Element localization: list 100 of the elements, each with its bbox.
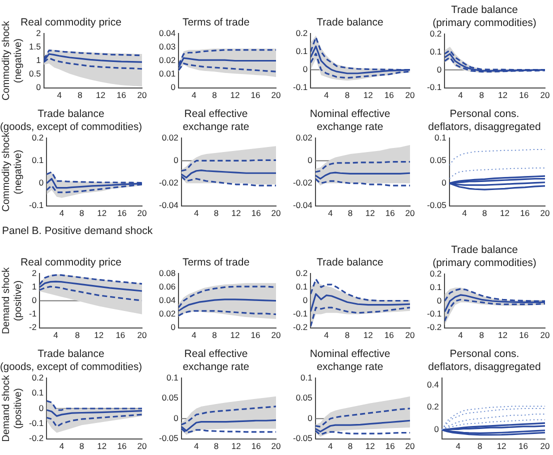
y-tick-label: 0 bbox=[302, 64, 308, 74]
x-tick-label: 12 bbox=[94, 330, 104, 340]
x-tick-label: 20 bbox=[405, 208, 415, 218]
y-tick-label: -0.1 bbox=[292, 82, 308, 92]
x-tick-label: 8 bbox=[78, 90, 83, 100]
y-tick-label: 0.02 bbox=[158, 308, 176, 319]
chart-title: Real effective exchange rate bbox=[182, 108, 250, 133]
x-tick-label: 20 bbox=[540, 330, 550, 340]
y-tick-label: 0 bbox=[174, 412, 179, 423]
x-tick-label: 16 bbox=[385, 208, 396, 218]
y-tick-label: 0.2 bbox=[430, 28, 442, 39]
y-tick-label: 0.01 bbox=[158, 68, 176, 79]
y-tick-label: 0.02 bbox=[158, 55, 176, 66]
y-tick-label: -0.2 bbox=[292, 322, 308, 332]
x-tick-label: 16 bbox=[250, 90, 260, 100]
y-tick-label: -0.02 bbox=[293, 178, 313, 188]
x-tick-label: 8 bbox=[479, 90, 484, 100]
y-tick-label: 0 bbox=[434, 424, 440, 434]
y-tick-label: 0.2 bbox=[430, 268, 442, 279]
x-tick-label: 16 bbox=[384, 90, 394, 100]
y-tick-label: 0.02 bbox=[296, 132, 313, 143]
x-tick-label: 8 bbox=[482, 208, 488, 218]
x-tick-label: 4 bbox=[458, 90, 464, 100]
chart-title: Trade balance bbox=[316, 16, 384, 28]
y-tick-label: 0.1 bbox=[296, 46, 308, 56]
x-tick-label: 16 bbox=[385, 441, 396, 452]
x-tick-label: 12 bbox=[498, 90, 508, 100]
x-tick-label: 12 bbox=[230, 90, 240, 100]
y-axis-title: Commodity shock (negative) bbox=[0, 131, 24, 212]
y-tick-label: 0.5 bbox=[28, 68, 42, 79]
x-tick-label: 16 bbox=[250, 330, 260, 340]
x-tick-label: 8 bbox=[212, 90, 218, 100]
y-tick-label: 2 bbox=[36, 28, 42, 38]
x-tick-label: 8 bbox=[79, 441, 84, 452]
chart-title: Terms of trade bbox=[182, 16, 250, 28]
y-tick-label: 0.1 bbox=[32, 155, 44, 166]
x-tick-label: 16 bbox=[116, 90, 126, 100]
x-tick-label: 20 bbox=[271, 90, 281, 100]
x-tick-label: 12 bbox=[496, 441, 507, 452]
x-tick-label: 20 bbox=[405, 330, 415, 340]
x-tick-label: 20 bbox=[540, 208, 550, 218]
x-tick-label: 4 bbox=[56, 90, 62, 100]
x-tick-label: 8 bbox=[348, 208, 353, 218]
y-tick-label: -0.05 bbox=[427, 200, 447, 210]
chart-title: Terms of trade bbox=[182, 256, 250, 268]
x-tick-label: 12 bbox=[363, 330, 374, 340]
x-tick-label: 4 bbox=[59, 441, 64, 452]
x-tick-label: 4 bbox=[456, 441, 461, 452]
y-tick-label: 0.1 bbox=[32, 388, 44, 398]
x-tick-label: 12 bbox=[96, 90, 106, 100]
y-tick-label: 0.2 bbox=[296, 268, 308, 278]
x-tick-label: 12 bbox=[365, 208, 376, 218]
x-tick-label: 4 bbox=[192, 330, 197, 340]
x-tick-label: 12 bbox=[97, 208, 107, 218]
x-tick-label: 4 bbox=[324, 330, 329, 340]
x-tick-label: 8 bbox=[212, 330, 218, 340]
y-tick-label: 0.1 bbox=[430, 282, 442, 292]
x-tick-label: 20 bbox=[271, 208, 281, 218]
y-tick-label: 0.1 bbox=[296, 282, 308, 292]
y-tick-label: -0.04 bbox=[293, 200, 313, 210]
x-tick-label: 20 bbox=[540, 441, 550, 452]
x-tick-label: 16 bbox=[518, 441, 528, 452]
x-tick-label: 4 bbox=[53, 330, 58, 340]
x-tick-label: 8 bbox=[344, 330, 350, 340]
x-tick-label: 4 bbox=[462, 208, 468, 218]
x-tick-label: 12 bbox=[498, 330, 508, 340]
chart-title: Trade balance (goods, except of commodities) bbox=[0, 108, 142, 133]
x-tick-label: 4 bbox=[458, 330, 464, 340]
y-tick-label: 0 bbox=[302, 295, 308, 306]
x-tick-label: 4 bbox=[328, 208, 333, 218]
y-tick-label: -0.2 bbox=[28, 433, 44, 444]
chart-title: Real commodity price bbox=[20, 256, 122, 268]
y-tick-label: 0 bbox=[308, 412, 313, 423]
y-tick-label: 0.08 bbox=[158, 268, 176, 278]
x-tick-label: 8 bbox=[348, 441, 353, 452]
x-tick-label: 16 bbox=[520, 208, 530, 218]
x-tick-label: 16 bbox=[117, 208, 127, 218]
y-tick-label: 0 bbox=[442, 178, 447, 188]
y-tick-label: 0 bbox=[174, 155, 179, 166]
chart-title: Trade balance (primary commodities) bbox=[432, 4, 536, 29]
x-tick-label: 8 bbox=[479, 330, 484, 340]
y-tick-label: 0.06 bbox=[158, 282, 176, 292]
x-tick-label: 12 bbox=[500, 208, 510, 218]
text: Panel B. Positive demand shock bbox=[1, 224, 154, 239]
x-tick-label: 4 bbox=[192, 90, 197, 100]
x-tick-label: 12 bbox=[231, 441, 242, 452]
x-tick-label: 20 bbox=[137, 330, 147, 340]
y-tick-label: 0.04 bbox=[158, 28, 176, 38]
y-tick-label: -0.2 bbox=[426, 322, 442, 332]
x-tick-label: 16 bbox=[519, 330, 529, 340]
x-tick-label: 4 bbox=[324, 90, 329, 100]
x-tick-label: 20 bbox=[405, 90, 415, 100]
y-tick-label: -0.05 bbox=[159, 433, 179, 444]
y-tick-label: -1 bbox=[28, 308, 37, 319]
x-tick-label: 20 bbox=[137, 441, 147, 452]
y-tick-label: 0.05 bbox=[162, 392, 179, 403]
y-tick-label: 0.2 bbox=[32, 132, 44, 143]
y-tick-label: 0.2 bbox=[32, 372, 44, 383]
y-tick-label: 0 bbox=[36, 82, 42, 92]
y-tick-label: 0.1 bbox=[430, 46, 442, 56]
